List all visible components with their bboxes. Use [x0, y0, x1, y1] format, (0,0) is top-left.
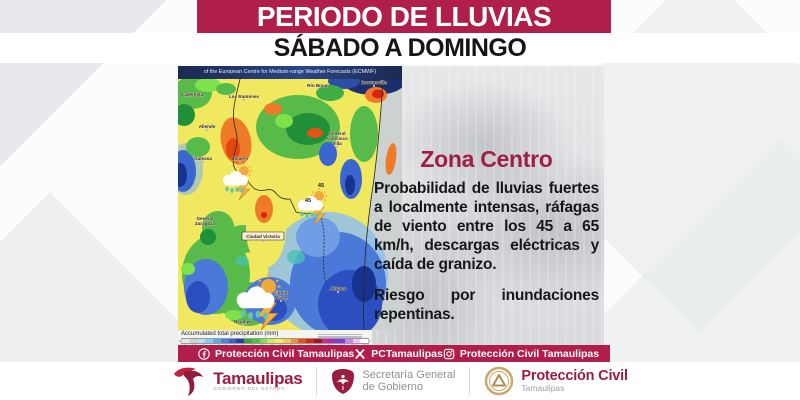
social-instagram: Protección Civil Tamaulipas [443, 348, 599, 360]
legend-color-segment [360, 338, 368, 343]
legend-color-segment [189, 338, 198, 343]
headline-title: PERIODO DE LLUVIAS [256, 0, 552, 32]
social-facebook-label: Protección Civil Tamaulipas [215, 347, 355, 360]
legend-color-segment [329, 338, 337, 343]
map-town-label: Linares [232, 156, 249, 161]
footer-divider [469, 367, 471, 395]
tamaulipas-bird-icon [174, 367, 204, 396]
legend-color-segment [290, 338, 299, 343]
sgg-line1: Secretaría General [362, 369, 456, 381]
subtitle-strip: SÁBADO A DOMINGO [0, 33, 800, 63]
content-block: of the European Centre for Medium-range … [178, 66, 604, 348]
social-bar: Protección Civil Tamaulipas PCTamaulipas… [178, 345, 610, 362]
legend-note-lines [318, 333, 362, 339]
weather-map: of the European Centre for Medium-range … [178, 66, 402, 348]
map-town-label: General [196, 216, 213, 221]
risk-paragraph: Riesgo por inundaciones repentinas. [374, 287, 599, 323]
map-town-label: Mante [274, 295, 288, 300]
legend-title: Accumulated total precipitation (mm) [181, 331, 279, 337]
advisory-paragraph: Probabilidad de lluvias fuertes a localm… [374, 180, 599, 273]
legend-color-segment [244, 338, 252, 343]
social-x: PCTamaulipas [354, 348, 443, 360]
legend-color-segment [337, 338, 345, 343]
tamaulipas-logo: Tamaulipas GOBIERNO DEL ESTADO [172, 365, 303, 397]
civil-protection-emblem-icon [485, 366, 514, 396]
pc-tagline: Tamaulipas [521, 383, 565, 393]
map-town-label: Zaragoza [195, 221, 216, 226]
legend-color-segment [282, 338, 291, 343]
map-town-label: Ciudad [273, 290, 289, 295]
sgg-line2: de Gobierno [362, 381, 424, 393]
bg-diamond [0, 0, 207, 187]
legend-color-segment [298, 338, 306, 343]
legend-color-segment [213, 338, 221, 343]
map-town-label: Galeana [194, 156, 212, 161]
sgg-shield-icon [332, 368, 355, 394]
map-legend: Accumulated total precipitation (mm) 0.1… [178, 330, 372, 348]
precip-blobs [178, 79, 402, 330]
proteccion-civil-logo: Protección Civil Tamaulipas [484, 366, 628, 396]
legend-color-segment [228, 338, 237, 343]
legend-color-segment [352, 338, 361, 343]
footer-divider [316, 367, 318, 395]
legend-color-segment [275, 338, 283, 343]
social-x-label: PCTamaulipas [371, 347, 443, 360]
social-facebook: Protección Civil Tamaulipas [198, 348, 354, 360]
x-icon [355, 348, 366, 359]
map-town-label: Ocampo [234, 319, 253, 324]
map-town-label: Allende [199, 124, 216, 129]
map-town-label: Brownsville [361, 80, 387, 85]
map-town-label: Ciudad Victoria [246, 234, 280, 239]
sgg-logo: Secretaría General de Gobierno [331, 368, 455, 395]
legend-color-segment [313, 338, 322, 343]
victoria-label-box [241, 231, 285, 241]
legend-color-segment [182, 338, 190, 343]
map-town-label: Cadereyta [181, 92, 204, 97]
map-town-label: Francisco [326, 136, 348, 141]
headline-subtitle: SÁBADO A DOMINGO [273, 33, 527, 62]
legend-color-segment [321, 338, 330, 343]
map-town-label: General [328, 131, 345, 136]
social-instagram-label: Protección Civil Tamaulipas [459, 347, 600, 360]
legend-colorbar [178, 333, 372, 344]
map-town-label: 45 [318, 183, 324, 189]
map-source-caption: of the European Centre for Medium-range … [178, 66, 402, 79]
map-town-label: 45 [305, 198, 311, 204]
map-town-label: Villa [332, 141, 342, 146]
legend-color-segment [259, 338, 268, 343]
pc-wordmark: Protección Civil [521, 368, 628, 384]
advisory-panel: Zona Centro Probabilidad de lluvias fuer… [372, 66, 604, 345]
headline-banner: PERIODO DE LLUVIAS [197, 0, 611, 33]
legend-color-segment [197, 338, 206, 343]
legend-color-segment [251, 338, 260, 343]
map-town-label: Los Ramones [229, 94, 260, 99]
legend-color-segment [344, 338, 353, 343]
tamaulipas-wordmark: Tamaulipas [213, 368, 303, 388]
map-town-label: Río Bravo [307, 83, 329, 88]
legend-color-segment [220, 338, 229, 343]
map-labels: Cadereyta Los Ramones Río Bravo Brownsville… [181, 80, 388, 325]
map-town-label: Aldama [330, 286, 347, 291]
legend-color-segment [267, 338, 275, 343]
map-borders [232, 79, 384, 330]
legend-color-segment [205, 338, 213, 343]
instagram-icon [443, 348, 455, 359]
region-title: Zona Centro [420, 146, 553, 172]
precip-map-svg: Cadereyta Los Ramones Río Bravo Brownsville… [178, 79, 402, 330]
town-dots [201, 84, 376, 327]
tamaulipas-tagline: GOBIERNO DEL ESTADO [213, 386, 286, 392]
legend-color-segment [306, 338, 314, 343]
legend-color-segment [236, 338, 244, 343]
facebook-icon [198, 347, 210, 360]
footer: Tamaulipas GOBIERNO DEL ESTADO Secretarí… [0, 362, 800, 400]
